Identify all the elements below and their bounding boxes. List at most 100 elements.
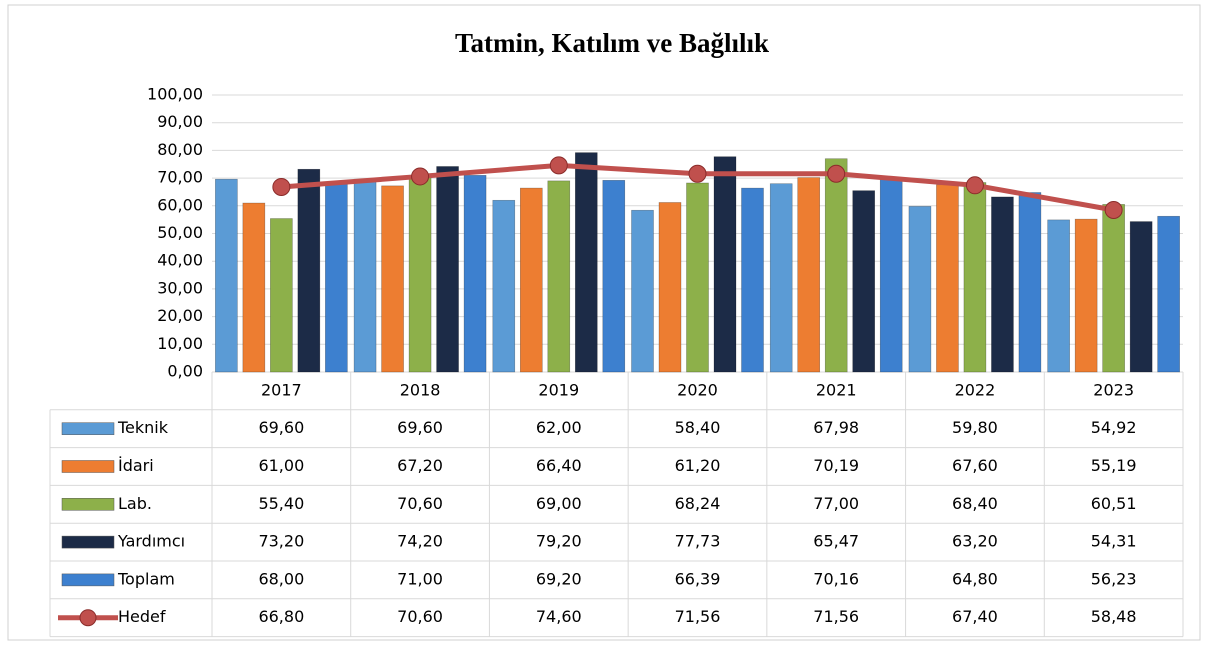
x-tick-label: 2017 xyxy=(261,380,302,399)
x-tick-label: 2022 xyxy=(955,380,996,399)
x-tick-label: 2019 xyxy=(538,380,579,399)
table-value: 79,20 xyxy=(536,532,582,551)
bar xyxy=(408,176,432,373)
bar xyxy=(1047,219,1070,373)
line-marker xyxy=(827,164,846,183)
bar xyxy=(1157,215,1180,373)
table-value: 64,80 xyxy=(952,569,998,588)
table-value: 71,00 xyxy=(397,569,443,588)
table-value: 61,00 xyxy=(258,456,304,475)
y-tick-label: 70,00 xyxy=(157,168,203,187)
table-value: 59,80 xyxy=(952,418,998,437)
table-value: 77,73 xyxy=(675,532,721,551)
table-value: 62,00 xyxy=(536,418,582,437)
table-value: 68,00 xyxy=(258,569,304,588)
x-tick-label: 2021 xyxy=(816,380,857,399)
table-value: 70,60 xyxy=(397,607,443,626)
table-value: 69,60 xyxy=(397,418,443,437)
table-value: 66,40 xyxy=(536,456,582,475)
bar xyxy=(353,178,377,373)
y-tick-label: 60,00 xyxy=(157,195,203,214)
bar xyxy=(769,183,793,373)
bar xyxy=(215,178,238,373)
bar xyxy=(463,175,487,373)
table-value: 69,20 xyxy=(536,569,582,588)
legend-label: Lab. xyxy=(118,494,152,513)
table-value: 70,19 xyxy=(813,456,859,475)
table-value: 68,24 xyxy=(675,494,721,513)
bar xyxy=(879,177,903,373)
line-marker xyxy=(965,176,984,195)
bar xyxy=(991,196,1014,373)
table-value: 66,80 xyxy=(258,607,304,626)
table-value: 74,20 xyxy=(397,532,443,551)
legend-label: Toplam xyxy=(117,569,175,588)
bar xyxy=(1129,221,1153,373)
bar xyxy=(686,182,709,373)
table-value: 61,20 xyxy=(675,456,721,475)
line-marker xyxy=(411,167,430,186)
table-value: 60,51 xyxy=(1091,494,1137,513)
table-value: 58,48 xyxy=(1091,607,1137,626)
chart-title: Tatmin, Katılım ve Bağlılık xyxy=(455,28,769,58)
y-tick-label: 80,00 xyxy=(157,140,203,159)
table-value: 70,60 xyxy=(397,494,443,513)
table-value: 65,47 xyxy=(813,532,859,551)
legend-label: İdari xyxy=(118,456,154,475)
legend-label: Teknik xyxy=(117,418,169,437)
legend-marker xyxy=(79,609,97,627)
y-tick-label: 100,00 xyxy=(147,85,203,104)
bar xyxy=(547,180,571,373)
table-value: 69,00 xyxy=(536,494,582,513)
table-value: 54,92 xyxy=(1091,418,1137,437)
table-value: 71,56 xyxy=(813,607,859,626)
y-tick-label: 30,00 xyxy=(157,278,203,297)
bar xyxy=(242,202,266,373)
y-tick-label: 0,00 xyxy=(167,362,203,381)
line-marker xyxy=(549,156,568,175)
bar xyxy=(936,184,959,373)
legend-swatch xyxy=(61,460,115,473)
table-value: 67,98 xyxy=(813,418,859,437)
legend-label: Yardımcı xyxy=(117,532,185,551)
table-value: 58,40 xyxy=(675,418,721,437)
table-value: 55,19 xyxy=(1091,456,1137,475)
y-tick-label: 50,00 xyxy=(157,223,203,242)
bar xyxy=(297,168,321,373)
table-value: 74,60 xyxy=(536,607,582,626)
table-value: 55,40 xyxy=(258,494,304,513)
y-tick-label: 90,00 xyxy=(157,112,203,131)
table-value: 77,00 xyxy=(813,494,859,513)
bar xyxy=(1074,218,1098,373)
table-value: 67,20 xyxy=(397,456,443,475)
bar xyxy=(602,180,626,373)
bar xyxy=(824,158,848,373)
table-value: 73,20 xyxy=(258,532,304,551)
x-tick-label: 2020 xyxy=(677,380,718,399)
table-value: 69,60 xyxy=(258,418,304,437)
table-value: 67,60 xyxy=(952,456,998,475)
bar xyxy=(741,187,764,373)
bar xyxy=(631,209,654,373)
x-tick-label: 2023 xyxy=(1093,380,1134,399)
bar xyxy=(852,190,876,373)
bar xyxy=(797,177,821,373)
bar xyxy=(658,202,682,373)
table-value: 63,20 xyxy=(952,532,998,551)
legend-swatch xyxy=(61,498,115,511)
legend-swatch xyxy=(61,573,115,587)
legend-swatch xyxy=(61,422,115,435)
table-value: 71,56 xyxy=(675,607,721,626)
table-value: 54,31 xyxy=(1091,532,1137,551)
table-value: 70,16 xyxy=(813,569,859,588)
table-value: 67,40 xyxy=(952,607,998,626)
bar xyxy=(1102,204,1125,373)
line-marker xyxy=(272,177,291,196)
bar xyxy=(436,166,459,373)
bar xyxy=(519,187,543,373)
table-value: 66,39 xyxy=(675,569,721,588)
bar xyxy=(325,183,348,373)
bar xyxy=(492,199,516,373)
table-value: 68,40 xyxy=(952,494,998,513)
